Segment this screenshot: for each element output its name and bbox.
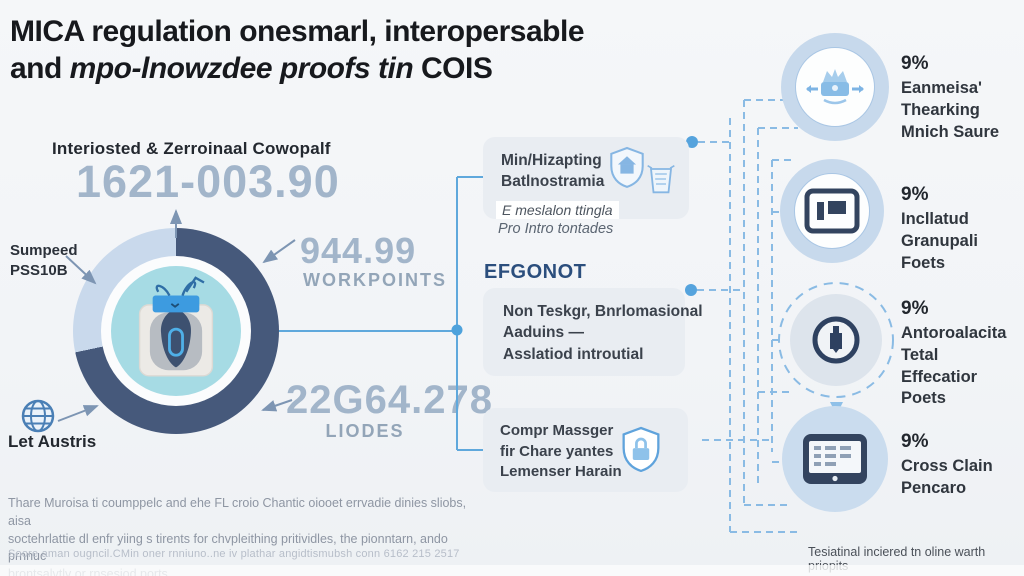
title-line1: MICA regulation onesmarl, interopersable	[10, 15, 585, 48]
stat1-value: 944.99	[300, 230, 417, 271]
title-line2-italic: mpo-lnowzdee proofs tin	[69, 51, 414, 85]
info-box-1-subline1: E meslalon ttingla	[496, 201, 619, 219]
right-item-4-percent: 9%	[901, 431, 929, 452]
vault-gift-icon	[138, 276, 214, 377]
dashed-wiring	[697, 99, 894, 533]
badge-lock-icon	[806, 69, 864, 105]
callout-arrows	[57, 209, 296, 422]
right-item-2-text: 9% Incllatud Granupali Foets	[901, 184, 1023, 274]
card-panels-icon	[804, 188, 860, 234]
info-box-1-text: Min/Hizapting Batlnostramia	[501, 152, 605, 191]
solid-connectors	[279, 176, 483, 451]
donut-label-bottom-left: Let Austris	[8, 432, 97, 451]
info-box-1-subline2: Pro Intro tontades	[498, 221, 614, 237]
right-item-2-circle	[780, 159, 884, 263]
right-item-2-percent: 9%	[901, 184, 929, 205]
node-dot-2	[685, 284, 697, 296]
shield-house-icon	[610, 146, 644, 188]
bottom-strip	[0, 565, 1024, 576]
globe-icon	[21, 399, 55, 433]
right-item-4-text: 9% Cross Clain Pencaro	[901, 431, 1023, 500]
info-box-2	[483, 288, 685, 376]
right-item-1-percent: 9%	[901, 53, 929, 74]
big-number: 1621-003.90	[76, 156, 340, 207]
donut-label-top-left: Sumpeed PSS10B	[10, 242, 78, 279]
junction-dot	[451, 324, 463, 336]
section-label: EFGONOT	[484, 261, 587, 283]
donut-center	[111, 266, 241, 396]
basket-icon	[647, 164, 675, 194]
stat2-label: LIODES	[325, 421, 405, 441]
shield-lock-icon	[622, 426, 660, 472]
right-item-1-circle	[781, 33, 889, 141]
footer-paragraph: Thare Muroisa ti coumppelc and ehe FL cr…	[8, 496, 467, 576]
left-section-heading: Interiosted & Zerroinaal Cowopalf	[52, 139, 331, 158]
right-item-3-text: 9% Antoroalacita Tetal Effecatior Poets	[901, 298, 1023, 410]
right-item-3-circle	[790, 294, 882, 386]
tablet-grid-icon	[803, 434, 867, 484]
page-title: MICA regulation onesmarl, interopersable…	[10, 14, 610, 87]
title-line2: and mpo-lnowzdee proofs tin COIS	[10, 51, 493, 85]
lock-seal-icon	[812, 316, 860, 364]
right-item-3-percent: 9%	[901, 298, 929, 319]
right-item-4-circle	[782, 406, 888, 512]
info-box-3-text: Compr Massger fir Chare yantes Lemenser …	[500, 422, 622, 481]
info-box-2-text: Non Teskgr, Bnrlomasional Aaduins — Assl…	[503, 303, 703, 363]
node-dot-1	[686, 136, 698, 148]
stat1-label: WORKPOINTS	[303, 270, 447, 290]
source-line: Soore aman ougncil.CMin oner rnniuno..ne…	[8, 548, 460, 560]
right-item-1-text: 9% Eanmeisa' Thearking Mnich Saure	[901, 53, 1023, 143]
